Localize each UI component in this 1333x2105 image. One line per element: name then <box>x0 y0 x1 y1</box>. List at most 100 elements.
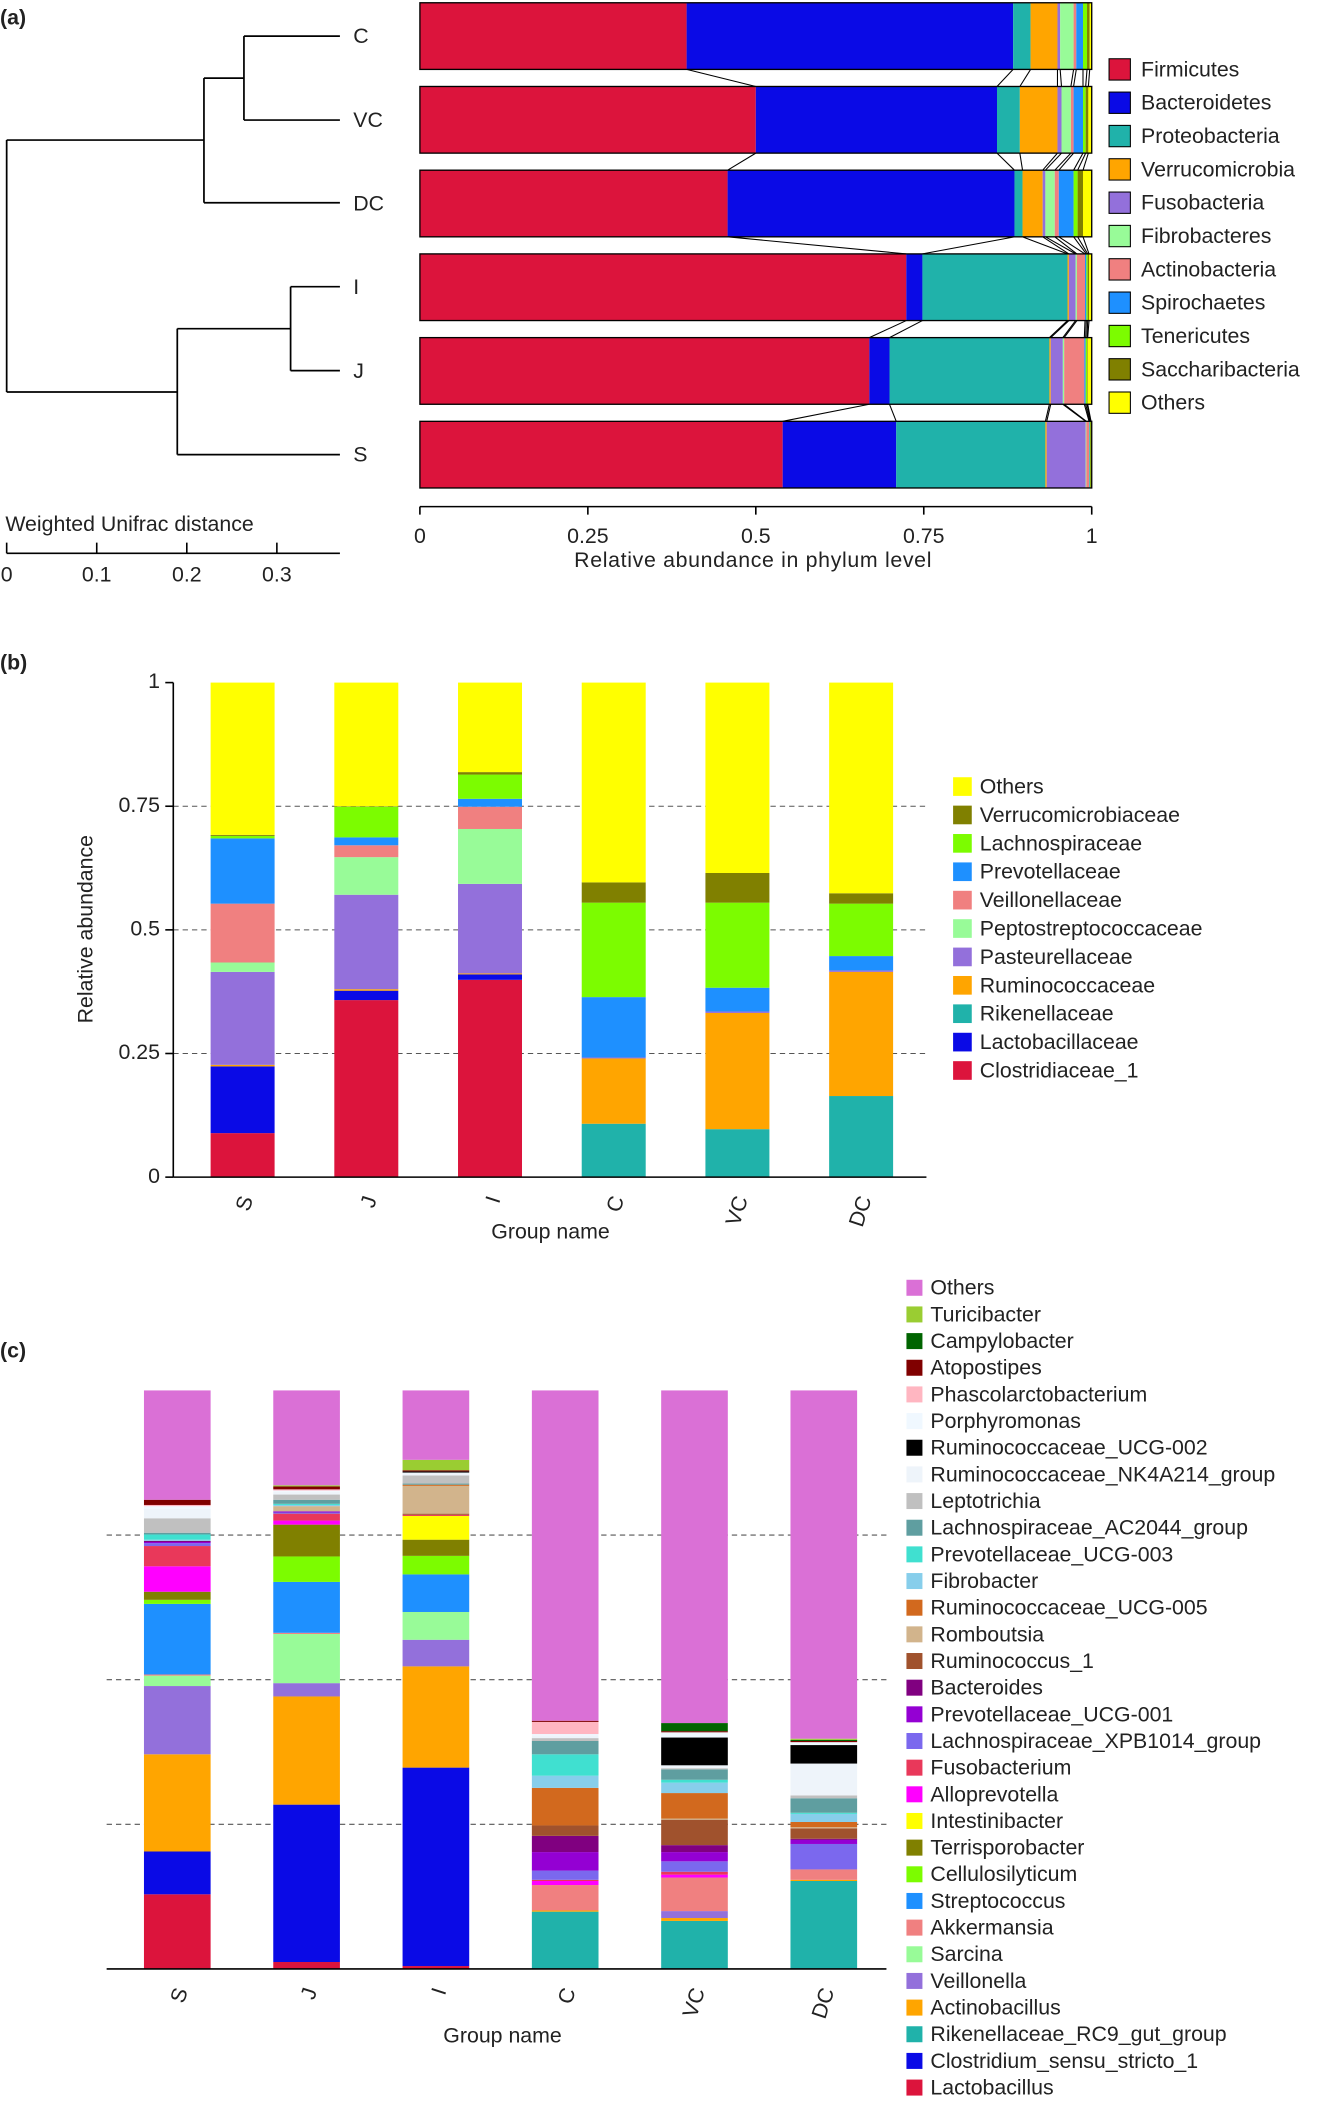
bar-segment <box>790 1742 858 1746</box>
bar-segment <box>1030 2 1058 70</box>
bar-segment <box>402 1472 470 1476</box>
bar-segment <box>210 838 275 904</box>
legend-label: Bacteroidetes <box>1141 91 1271 115</box>
bar-segment <box>1060 2 1074 70</box>
bar-segment <box>1019 86 1058 154</box>
connector <box>1050 320 1070 339</box>
bar-segment <box>790 1738 858 1740</box>
legend-swatch <box>906 2052 923 2069</box>
bar-segment <box>273 1486 340 1490</box>
bar-segment <box>210 835 275 839</box>
connector <box>1085 320 1087 338</box>
bar-segment <box>790 1839 858 1844</box>
bar-segment <box>661 1871 728 1875</box>
bar-segment <box>402 1555 470 1575</box>
bar-segment <box>531 1775 599 1788</box>
bar-segment <box>790 1821 858 1828</box>
bar-segment <box>531 1390 599 1721</box>
bar-segment <box>829 971 894 1097</box>
bar-segment <box>531 1740 599 1755</box>
bar-segment <box>790 1795 858 1799</box>
legend-label: Streptococcus <box>930 1889 1065 1913</box>
bar-segment <box>273 1506 340 1512</box>
x-tick-label: VC <box>721 1193 753 1229</box>
connector <box>1087 69 1091 87</box>
legend-swatch <box>1108 391 1131 414</box>
bar-outline <box>419 420 1093 489</box>
legend-label: Fusobacteria <box>1141 191 1264 215</box>
scale-tick-label: 0 <box>1 563 13 587</box>
bar-segment <box>661 1877 728 1912</box>
bar-segment <box>531 1910 599 1912</box>
bar-segment <box>661 1874 728 1878</box>
connector <box>996 152 1015 171</box>
bar-segment <box>1082 86 1086 154</box>
connector <box>1073 152 1084 171</box>
bar-segment <box>273 1512 340 1514</box>
bar-segment <box>402 1390 470 1460</box>
bar-segment <box>143 1541 211 1544</box>
leaf-label: C <box>353 24 368 48</box>
legend-swatch <box>906 1546 923 1563</box>
connector <box>1082 152 1089 171</box>
bar-segment <box>1042 170 1046 237</box>
bar-segment <box>334 989 399 991</box>
legend-label: Prevotellaceae_UCG-001 <box>930 1702 1173 1726</box>
bar-segment <box>661 1737 728 1766</box>
bar-segment <box>143 1686 211 1755</box>
connector <box>1019 153 1024 171</box>
bar-segment <box>210 1133 275 1178</box>
bar-segment <box>1073 2 1077 70</box>
legend-swatch <box>953 1004 972 1024</box>
bar-segment <box>790 1827 858 1829</box>
connector <box>1054 152 1072 171</box>
bar-segment <box>922 253 1068 321</box>
bar-segment <box>402 1666 470 1768</box>
legend-label: Phascolarctobacterium <box>930 1382 1147 1406</box>
bar-segment <box>1058 170 1074 237</box>
x-tick-label: 0.75 <box>903 524 944 548</box>
bar-segment <box>210 834 275 836</box>
bar-segment <box>143 1543 211 1547</box>
bar-segment <box>581 882 646 903</box>
x-tick-label: I <box>427 1985 452 1998</box>
legend-swatch <box>906 2026 923 2043</box>
bar-segment <box>143 1894 211 1969</box>
legend-label: Leptotrichia <box>930 1489 1040 1513</box>
legend-label: Clostridiaceae_1 <box>980 1058 1139 1082</box>
bar-segment <box>1054 170 1059 237</box>
bar-segment <box>1064 337 1085 405</box>
legend-label: Ruminococcus_1 <box>930 1649 1093 1673</box>
connector <box>869 320 907 339</box>
connector <box>1044 404 1050 422</box>
connector <box>1082 236 1090 255</box>
bar-segment <box>273 1633 340 1684</box>
legend-swatch <box>906 1333 923 1350</box>
bar-segment <box>334 845 399 858</box>
bar-segment <box>1085 253 1087 321</box>
x-tick-label: 0 <box>414 524 426 548</box>
bar-segment <box>143 1566 211 1592</box>
legend-label: Alloprevotella <box>930 1782 1058 1806</box>
legend-swatch <box>906 1439 923 1456</box>
panel-label: (a) <box>0 5 26 29</box>
bar-segment <box>273 1961 340 1969</box>
bar-segment <box>661 1779 728 1783</box>
legend-label: Turicibacter <box>930 1302 1041 1326</box>
bar-segment <box>727 170 1015 237</box>
bar-segment <box>273 1390 340 1486</box>
connector <box>1083 404 1090 422</box>
connector <box>1022 236 1068 255</box>
legend-label: Terrisporobacter <box>930 1836 1084 1860</box>
bar-segment <box>143 1506 211 1510</box>
bar-segment <box>143 1599 211 1604</box>
legend-label: Ruminococcaceae_UCG-002 <box>930 1436 1207 1460</box>
bar-segment <box>419 253 907 321</box>
scale-tick-label: 0.3 <box>262 563 292 587</box>
bar-segment <box>1050 337 1063 405</box>
bar-segment <box>273 1683 340 1697</box>
bar-segment <box>829 1096 894 1178</box>
legend-label: Sarcina <box>930 1942 1002 1966</box>
bar-segment <box>790 1739 858 1741</box>
